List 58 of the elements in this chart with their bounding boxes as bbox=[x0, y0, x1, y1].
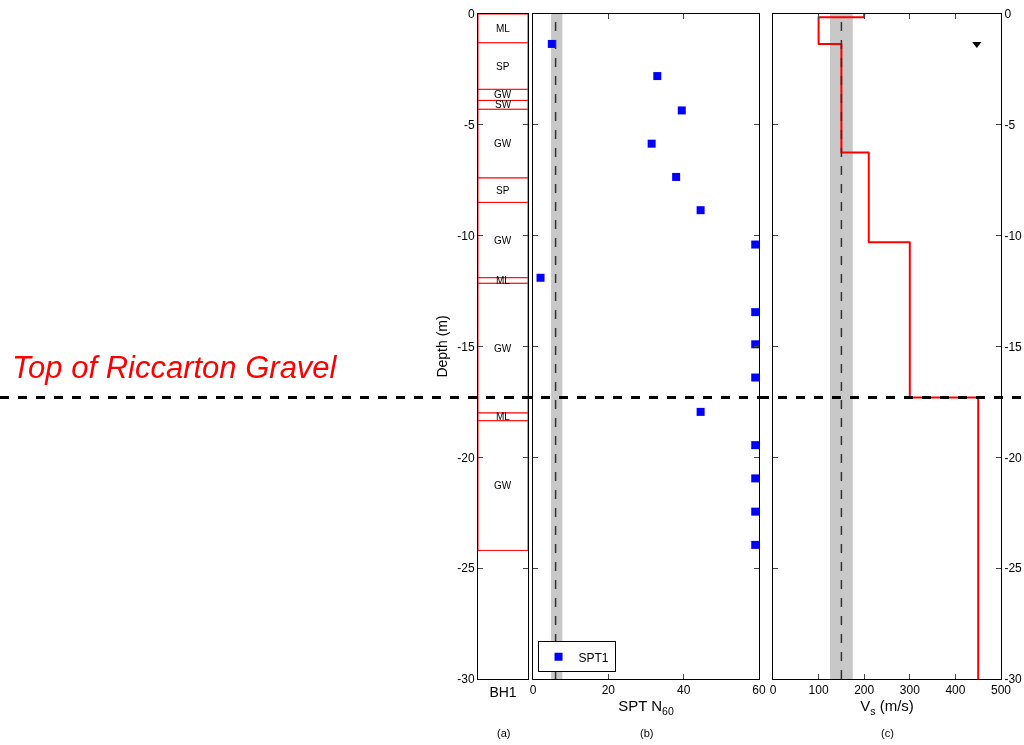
point bbox=[751, 308, 760, 317]
x-tick-label: 300 bbox=[899, 683, 921, 698]
point bbox=[751, 373, 760, 382]
series-label: SP bbox=[496, 185, 510, 196]
text: (b) bbox=[640, 727, 654, 739]
line-series bbox=[817, 14, 980, 679]
x-tick-label: 200 bbox=[854, 683, 875, 698]
point bbox=[751, 340, 760, 349]
legend-label: SPT1 bbox=[578, 650, 609, 665]
text: (c) bbox=[881, 727, 894, 739]
y-tick-label: -25 bbox=[1004, 561, 1023, 576]
x-tick-label: BH1 bbox=[489, 683, 517, 700]
y-tick-label: -20 bbox=[1004, 450, 1023, 465]
y-tick-label: -10 bbox=[1004, 228, 1023, 243]
series-label: GW bbox=[494, 343, 512, 354]
x-tick-label: 20 bbox=[601, 683, 616, 698]
y-tick-label: -5 bbox=[463, 118, 475, 133]
y-tick-label: -15 bbox=[1004, 339, 1023, 354]
series-label: SP bbox=[496, 61, 510, 72]
point bbox=[696, 206, 705, 215]
text: (a) bbox=[497, 727, 511, 739]
series-label: GW bbox=[494, 89, 512, 100]
series-label: GW bbox=[494, 480, 512, 491]
point bbox=[672, 172, 681, 181]
point bbox=[536, 273, 545, 282]
series-label: GW bbox=[494, 235, 512, 246]
y-tick-label: -15 bbox=[457, 339, 475, 354]
y-tick-label: 0 bbox=[467, 7, 475, 22]
x-tick-label: 100 bbox=[808, 683, 829, 698]
ref-line-label: Top of Riccarton Gravel bbox=[12, 350, 338, 385]
series-label: GW bbox=[494, 138, 512, 149]
y-tick-label: -10 bbox=[457, 228, 475, 243]
point bbox=[647, 139, 656, 148]
x-axis-title: SPT N$_{60}$ bbox=[618, 697, 674, 717]
x-axis-title: V$_{s}$ (m/s) bbox=[860, 697, 914, 717]
y-tick-label: -30 bbox=[457, 672, 475, 687]
y-tick-label: -25 bbox=[457, 561, 475, 576]
point bbox=[751, 474, 760, 483]
series-label: SW bbox=[495, 99, 512, 110]
point bbox=[751, 240, 760, 249]
series-label: ML bbox=[496, 23, 511, 34]
y-tick-label: 0 bbox=[1004, 7, 1012, 22]
x-tick-label: 500 bbox=[990, 683, 1012, 698]
point bbox=[696, 407, 705, 416]
x-tick-label: 40 bbox=[676, 683, 691, 698]
point bbox=[751, 507, 760, 516]
y-tick-label: -5 bbox=[1004, 118, 1016, 133]
point bbox=[677, 106, 686, 115]
point bbox=[751, 540, 760, 549]
y-tick-label: -20 bbox=[457, 450, 475, 465]
y-axis-title: Depth (m) bbox=[433, 315, 450, 378]
x-tick-label: 60 bbox=[752, 683, 766, 698]
point bbox=[653, 72, 662, 81]
x-tick-label: 0 bbox=[769, 683, 777, 698]
x-tick-label: 400 bbox=[945, 683, 966, 698]
series-label: ML bbox=[496, 411, 511, 422]
x-tick-label: 0 bbox=[529, 683, 537, 698]
point bbox=[751, 441, 760, 450]
